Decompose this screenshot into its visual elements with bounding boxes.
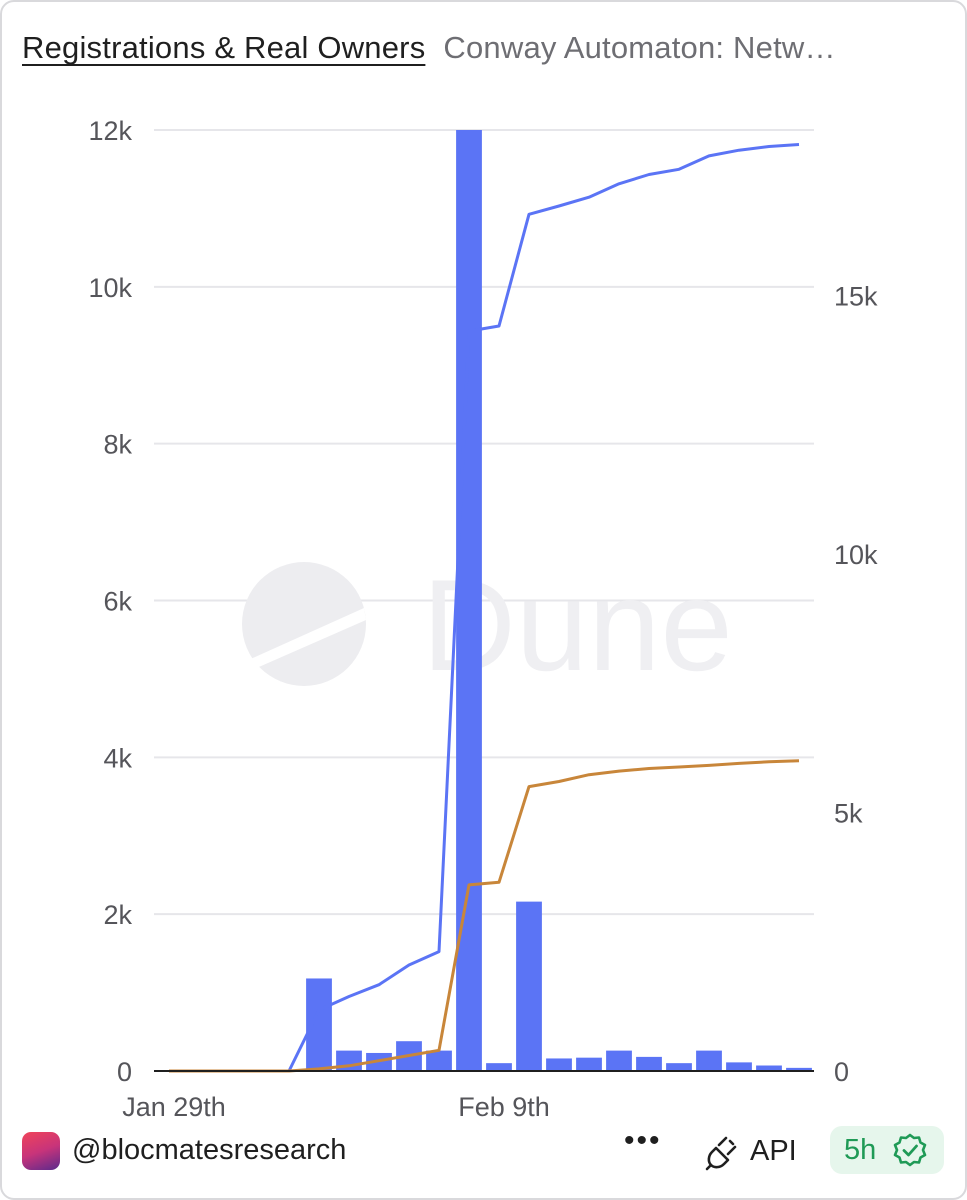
left-axis-tick-label: 10k — [88, 273, 132, 303]
tab-bar: Registrations & Real Owners Conway Automa… — [22, 30, 836, 74]
dune-logo-stripe — [244, 608, 366, 670]
bar — [546, 1058, 572, 1071]
api-label: API — [750, 1135, 797, 1167]
left-axis-tick-label: 0 — [117, 1057, 132, 1087]
bar — [306, 978, 332, 1071]
series-line-orange — [169, 759, 800, 1073]
right-axis-tick-label: 5k — [834, 798, 863, 828]
plug-icon — [705, 1136, 737, 1171]
bar — [786, 1067, 812, 1071]
verified-check-icon — [893, 1133, 927, 1167]
bar — [576, 1057, 602, 1071]
right-axis-tick-label: 10k — [834, 540, 878, 570]
bar — [666, 1063, 692, 1071]
dune-watermark: Dune — [242, 552, 733, 698]
left-axis-tick-label: 6k — [103, 587, 132, 617]
freshness-badge[interactable]: 5h — [830, 1126, 944, 1174]
left-axis-tick-label: 12k — [88, 116, 132, 146]
avatar[interactable] — [22, 1132, 60, 1170]
bar — [636, 1056, 662, 1071]
bar — [756, 1065, 782, 1071]
author-handle[interactable]: @blocmatesresearch — [72, 1134, 347, 1166]
right-axis-tick-label: 15k — [834, 281, 878, 311]
left-axis-tick-label: 4k — [103, 743, 132, 773]
bar — [486, 1063, 512, 1071]
bar — [606, 1050, 632, 1071]
left-axis-tick-label: 8k — [103, 430, 132, 460]
chart: Dune 0 2k 4k 6k 8k 10k 12k 0 5k 10k 15k Jan 29th Feb … — [88, 116, 878, 1122]
right-axis-tick-label: 0 — [834, 1057, 849, 1087]
bar — [456, 130, 482, 1071]
bar — [696, 1050, 722, 1071]
x-axis-tick-label: Feb 9th — [458, 1092, 550, 1122]
tab-registrations-real-owners[interactable]: Registrations & Real Owners — [22, 30, 426, 65]
bar — [726, 1062, 752, 1071]
bar — [516, 901, 542, 1071]
tab-conway-automaton-network[interactable]: Conway Automaton: Netw… — [443, 30, 836, 65]
more-options-icon[interactable]: ••• — [624, 1124, 662, 1157]
freshness-label: 5h — [844, 1134, 877, 1166]
left-axis-tick-label: 2k — [103, 900, 132, 930]
bar — [426, 1050, 452, 1071]
x-axis-tick-label: Jan 29th — [122, 1092, 226, 1122]
footer: @blocmatesresearch ••• API 5h — [2, 1120, 967, 1184]
